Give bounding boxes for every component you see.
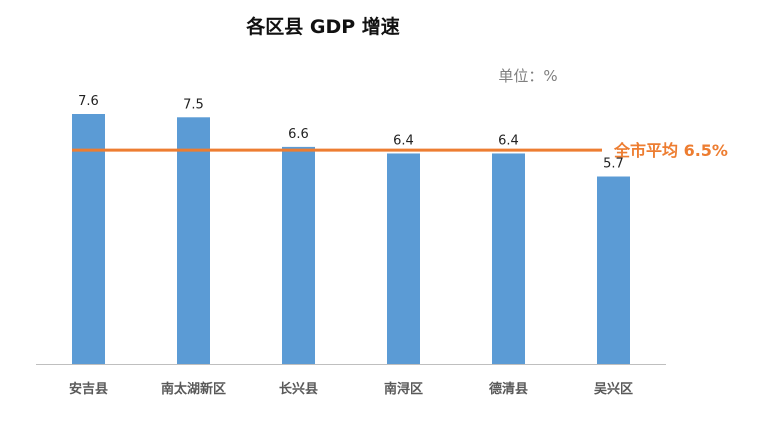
- value-label-6: 5.7: [603, 157, 624, 172]
- value-label-4: 6.4: [393, 133, 414, 148]
- value-labels-group: 7.6 7.5 6.6 6.4 6.4 5.7: [78, 94, 624, 172]
- category-label-3: 长兴县: [279, 381, 318, 397]
- category-label-4: 南浔区: [384, 381, 423, 397]
- unit-label: 单位：%: [498, 67, 557, 85]
- value-label-1: 7.6: [78, 94, 99, 109]
- category-labels-group: 安吉县 南太湖新区 长兴县 南浔区 德清县 吴兴区: [69, 381, 633, 397]
- bar-6: [597, 176, 630, 364]
- category-label-5: 德清县: [489, 381, 528, 397]
- category-label-1: 安吉县: [69, 381, 108, 397]
- bar-1: [72, 114, 105, 364]
- value-label-2: 7.5: [183, 97, 204, 112]
- category-label-2: 南太湖新区: [161, 381, 226, 397]
- value-label-5: 6.4: [498, 133, 519, 148]
- bar-5: [492, 153, 525, 364]
- chart-title: 各区县 GDP 增速: [245, 15, 400, 38]
- bars-group: [72, 114, 630, 364]
- average-line-label: 全市平均 6.5%: [613, 141, 728, 160]
- category-label-6: 吴兴区: [594, 381, 633, 397]
- bar-2: [177, 117, 210, 364]
- value-label-3: 6.6: [288, 127, 309, 142]
- bar-4: [387, 153, 420, 364]
- bar-3: [282, 146, 315, 364]
